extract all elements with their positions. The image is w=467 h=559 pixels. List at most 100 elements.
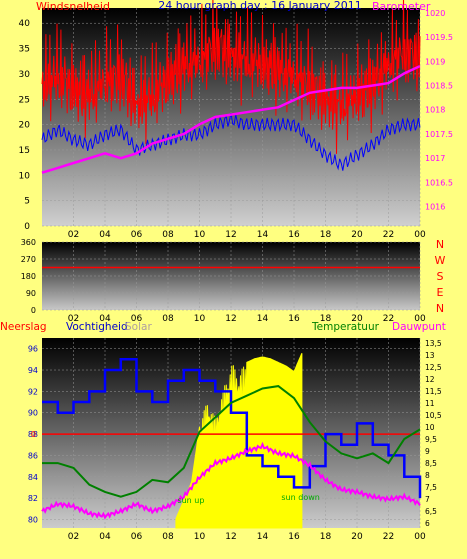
barometer-y-tick-label: 1018 [425,106,445,115]
legend-temperatuur: Temperatuur [311,321,380,333]
x-tick-label: 22 [383,230,394,240]
humidity-y-tick-label: 92 [28,387,38,396]
legend-vochtigheid: Vochtigheid [66,321,128,333]
temperature-y-tick-label: 9,5 [425,435,437,444]
compass-label: S [437,270,444,283]
rain-y-tick-label: 0 [31,430,36,439]
temperature-y-tick-label: 10,5 [425,411,442,420]
x-tick-label: 04 [99,532,111,542]
x-tick-label: 16 [288,230,300,240]
barometer-y-tick-label: 1019.5 [425,33,453,42]
temperature-y-tick-label: 13,5 [425,339,442,348]
x-tick-label: 06 [131,230,143,240]
direction-y-tick-label: 0 [31,306,36,315]
temperature-y-tick-label: 6 [425,519,430,528]
series-windstoten [41,0,421,154]
temperature-y-tick-label: 11 [425,399,435,408]
x-tick-label: 18 [320,314,332,324]
compass-label: W [435,254,446,267]
humidity-y-tick-label: 86 [28,451,38,460]
humidity-y-tick-label: 90 [28,409,38,418]
barometer-y-tick-label: 1017 [425,154,445,163]
wind-y-tick-label: 35 [19,45,30,55]
x-tick-label: 00 [414,532,426,542]
humidity-y-tick-label: 94 [28,366,38,375]
temperature-y-tick-label: 8 [425,471,430,480]
compass-label: N [436,238,444,251]
x-tick-label: 18 [320,532,332,542]
temperature-y-tick-label: 6,5 [425,507,437,516]
x-tick-label: 08 [162,532,174,542]
x-tick-label: 12 [225,532,236,542]
x-tick-label: 04 [99,314,111,324]
wind-y-tick-label: 40 [19,19,31,29]
x-tick-label: 02 [68,314,79,324]
x-tick-label: 12 [225,230,236,240]
direction-y-tick-label: 360 [21,238,36,247]
annotation-sun-down: sun down [281,493,319,502]
x-tick-label: 12 [225,314,236,324]
humidity-y-tick-label: 84 [28,473,38,482]
humidity-y-tick-label: 88 [28,430,38,439]
humidity-y-tick-label: 80 [28,515,38,524]
barometer-y-tick-label: 1020 [425,9,445,18]
x-tick-label: 06 [131,314,143,324]
x-tick-label: 14 [257,532,269,542]
barometer-label: Barometer [372,0,431,13]
wind-y-tick-label: 5 [24,197,30,207]
windsnelheid-label: Windsnelheid [36,0,110,13]
x-tick-label: 18 [320,230,332,240]
wind-y-tick-label: 10 [19,171,31,181]
series-windsnelheid [41,112,421,171]
wind-y-tick-label: 15 [19,146,30,156]
temperature-y-tick-label: 7 [425,495,430,504]
series-vochtigheid [42,358,422,499]
series-dauwpunt [41,441,421,520]
humidity-y-tick-label: 82 [28,494,38,503]
x-tick-label: 20 [351,230,363,240]
x-tick-label: 02 [68,532,79,542]
direction-y-tick-label: 270 [21,255,36,264]
x-tick-label: 08 [162,314,174,324]
x-tick-label: 10 [194,532,206,542]
x-tick-label: 08 [162,230,174,240]
wind-y-tick-label: 0 [24,222,30,232]
x-tick-label: 10 [194,314,206,324]
legend-neerslag: Neerslag [0,321,47,333]
barometer-y-tick-label: 1016 [425,203,445,212]
x-tick-label: 00 [414,230,426,240]
x-tick-label: 16 [288,532,300,542]
x-tick-label: 20 [351,314,363,324]
x-tick-label: 22 [383,532,394,542]
temperature-y-tick-label: 12,5 [425,363,442,372]
x-tick-label: 22 [383,314,394,324]
wind-y-tick-label: 30 [19,70,31,80]
legend-solar: Solar [125,321,152,333]
x-tick-label: 14 [257,230,269,240]
compass-label: E [437,286,444,299]
chart-title: 24 hour graph day : 16 January 2011 [158,0,362,12]
direction-y-tick-label: 90 [26,289,36,298]
wind-y-tick-label: 20 [19,121,31,131]
x-tick-label: 04 [99,230,111,240]
temperature-y-tick-label: 9 [425,447,430,456]
compass-label: N [436,302,444,315]
x-tick-label: 02 [68,230,79,240]
temperature-y-tick-label: 11,5 [425,387,442,396]
barometer-y-tick-label: 1017.5 [425,130,453,139]
x-tick-label: 14 [257,314,269,324]
wind-y-tick-label: 25 [19,95,30,105]
barometer-y-tick-label: 1018.5 [425,82,453,91]
temperature-y-tick-label: 8,5 [425,459,437,468]
series-solar [175,352,303,529]
direction-y-tick-label: 180 [21,272,36,281]
temperature-y-tick-label: 7,5 [425,483,437,492]
x-tick-label: 16 [288,314,300,324]
x-tick-label: 00 [414,314,426,324]
temperature-y-tick-label: 10 [425,423,435,432]
x-tick-label: 10 [194,230,206,240]
annotation-sun-up: sun up [177,496,204,505]
barometer-y-tick-label: 1016.5 [425,178,453,187]
